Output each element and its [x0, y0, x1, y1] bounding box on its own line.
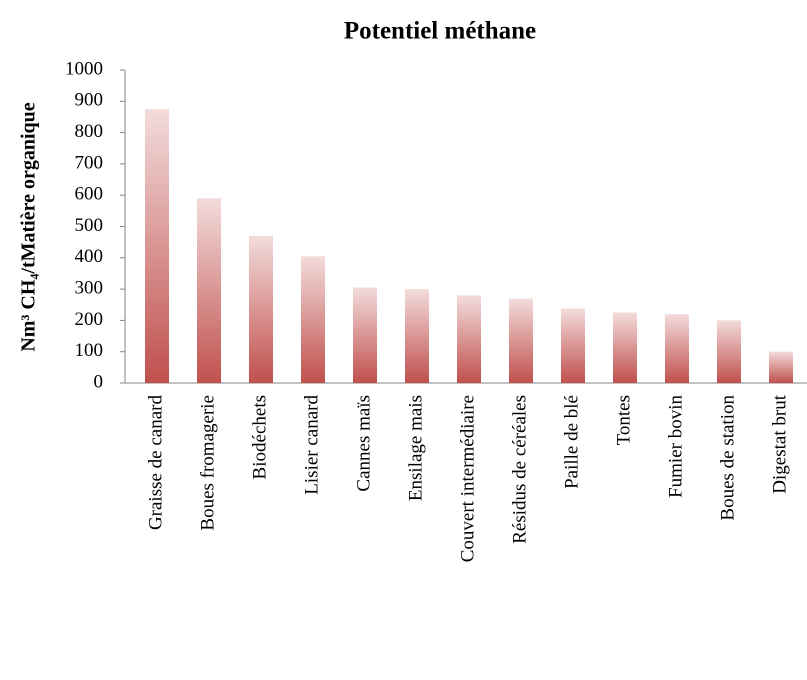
x-tick-label: Boues fromagerie: [197, 395, 218, 531]
y-tick-label: 200: [75, 309, 104, 330]
bar: [353, 287, 377, 383]
x-tick-label: Paille de blé: [561, 395, 582, 489]
x-tick-label: Résidus de céréales: [509, 395, 530, 544]
bar: [457, 295, 481, 383]
bar: [509, 298, 533, 383]
chart-title: Potentiel méthane: [344, 18, 536, 45]
bar: [769, 351, 793, 383]
y-tick-label: 400: [75, 246, 104, 267]
bar: [405, 289, 429, 383]
bar: [145, 109, 169, 383]
x-tick-label: Digestat brut: [769, 394, 790, 493]
y-tick-label: 600: [75, 184, 104, 205]
y-tick-label: 1000: [65, 58, 103, 79]
y-tick-label: 0: [94, 371, 104, 392]
x-tick-label: Biodéchets: [249, 395, 270, 479]
y-tick-label: 900: [75, 90, 104, 111]
y-tick-label: 500: [75, 215, 104, 236]
x-tick-label: Tontes: [613, 395, 634, 445]
bar: [301, 256, 325, 383]
x-tick-label: Ensilage mais: [405, 395, 426, 501]
bar: [249, 235, 273, 383]
x-tick-label: Boues de station: [717, 395, 738, 521]
y-tick-label: 700: [75, 152, 104, 173]
bar: [561, 308, 585, 383]
bar: [197, 198, 221, 383]
x-tick-label: Cannes maïs: [353, 395, 374, 492]
x-tick-label: Lisier canard: [301, 395, 322, 495]
x-tick-label: Couvert intermédiaire: [457, 395, 478, 562]
y-tick-label: 800: [75, 121, 104, 142]
y-tick-label: 300: [75, 277, 104, 298]
y-tick-label: 100: [75, 340, 104, 361]
bar: [717, 320, 741, 383]
x-tick-label: Graisse de canard: [145, 395, 166, 531]
x-tick-label: Fumier bovin: [665, 395, 686, 498]
y-axis-label: Nm³ CH₄/tMatière organique: [18, 102, 40, 351]
bar: [613, 312, 637, 383]
bar: [665, 314, 689, 383]
